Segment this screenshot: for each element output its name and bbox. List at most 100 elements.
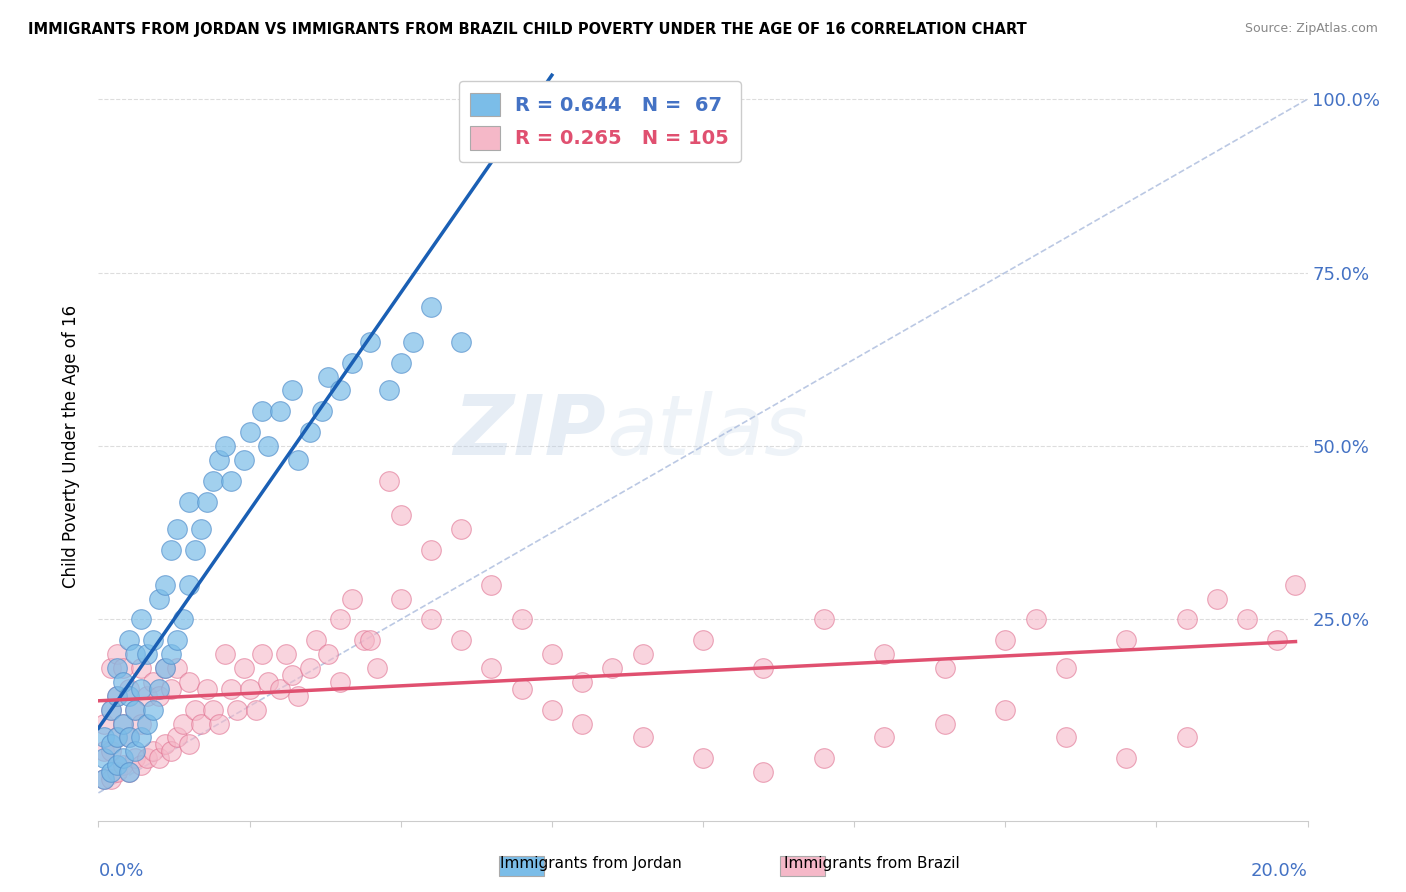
Point — [692, 751, 714, 765]
Point — [172, 612, 194, 626]
Point — [118, 731, 141, 745]
Point — [118, 689, 141, 703]
Point — [179, 737, 201, 751]
Point — [135, 689, 157, 703]
Point — [540, 647, 562, 661]
Point — [166, 731, 188, 745]
Point — [468, 92, 491, 106]
Point — [166, 661, 188, 675]
Point — [813, 751, 835, 765]
Point — [239, 425, 262, 439]
Point — [135, 751, 157, 765]
Point — [153, 737, 176, 751]
Point — [166, 633, 188, 648]
Point — [135, 716, 157, 731]
Point — [111, 661, 134, 675]
Point — [1284, 578, 1306, 592]
Point — [450, 522, 472, 536]
Point — [105, 689, 128, 703]
Point — [934, 716, 956, 731]
Point — [366, 661, 388, 675]
Point — [1115, 751, 1137, 765]
Point — [184, 703, 207, 717]
Text: 0.0%: 0.0% — [98, 862, 143, 880]
Point — [510, 681, 533, 696]
Point — [232, 453, 254, 467]
Text: ZIP: ZIP — [454, 391, 606, 472]
Legend: R = 0.644   N =  67, R = 0.265   N = 105: R = 0.644 N = 67, R = 0.265 N = 105 — [458, 81, 741, 161]
Point — [402, 334, 425, 349]
Point — [1236, 612, 1258, 626]
Point — [389, 356, 412, 370]
Point — [172, 716, 194, 731]
Point — [420, 300, 443, 314]
Point — [93, 716, 115, 731]
Text: Immigrants from Jordan: Immigrants from Jordan — [499, 856, 682, 871]
Point — [269, 404, 291, 418]
Point — [631, 647, 654, 661]
Point — [129, 612, 152, 626]
Point — [148, 591, 170, 606]
Point — [142, 744, 165, 758]
Point — [571, 674, 593, 689]
Point — [202, 474, 225, 488]
Point — [934, 661, 956, 675]
Point — [481, 92, 503, 106]
Point — [124, 647, 146, 661]
Point — [353, 633, 375, 648]
Point — [250, 647, 273, 661]
Point — [129, 681, 152, 696]
Point — [160, 647, 183, 661]
Point — [184, 543, 207, 558]
Point — [377, 384, 399, 398]
Point — [135, 647, 157, 661]
Point — [631, 731, 654, 745]
Point — [160, 681, 183, 696]
Point — [329, 384, 352, 398]
Point — [873, 647, 896, 661]
Point — [93, 772, 115, 786]
Y-axis label: Child Poverty Under the Age of 16: Child Poverty Under the Age of 16 — [62, 304, 80, 588]
Point — [250, 404, 273, 418]
Point — [100, 737, 122, 751]
Point — [1024, 612, 1046, 626]
Point — [111, 716, 134, 731]
Point — [111, 751, 134, 765]
Point — [281, 668, 304, 682]
Point — [100, 703, 122, 717]
Point — [160, 543, 183, 558]
Point — [389, 508, 412, 523]
Point — [420, 612, 443, 626]
Point — [105, 758, 128, 772]
Point — [1267, 633, 1289, 648]
Point — [100, 703, 122, 717]
Point — [287, 453, 309, 467]
Point — [1206, 591, 1229, 606]
Point — [316, 647, 339, 661]
Point — [118, 731, 141, 745]
Point — [208, 453, 231, 467]
Point — [190, 716, 212, 731]
Point — [540, 127, 562, 141]
Point — [540, 703, 562, 717]
Point — [118, 765, 141, 780]
Point — [111, 758, 134, 772]
Point — [195, 494, 218, 508]
Point — [994, 703, 1017, 717]
Point — [160, 744, 183, 758]
Point — [142, 633, 165, 648]
Point — [873, 731, 896, 745]
Point — [389, 591, 412, 606]
Point — [202, 703, 225, 717]
Point — [287, 689, 309, 703]
Point — [420, 543, 443, 558]
Point — [142, 703, 165, 717]
Point — [166, 522, 188, 536]
Point — [148, 751, 170, 765]
Point — [153, 661, 176, 675]
Point — [100, 744, 122, 758]
Point — [129, 661, 152, 675]
Point — [305, 633, 328, 648]
Point — [245, 703, 267, 717]
Point — [214, 647, 236, 661]
